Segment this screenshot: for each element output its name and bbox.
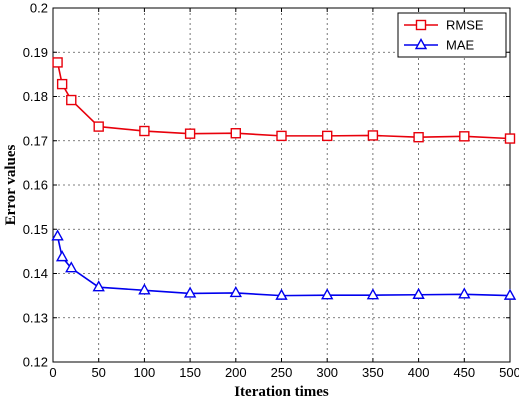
data-point-rmse bbox=[56, 78, 68, 90]
x-tick-label: 400 bbox=[408, 365, 430, 380]
x-tick-label: 150 bbox=[179, 365, 201, 380]
x-tick-label: 100 bbox=[134, 365, 156, 380]
y-tick-label: 0.2 bbox=[30, 1, 48, 16]
x-tick-label: 450 bbox=[453, 365, 475, 380]
x-tick-label: 200 bbox=[225, 365, 247, 380]
y-axis-title: Error values bbox=[3, 144, 19, 225]
y-tick-label: 0.19 bbox=[23, 45, 48, 60]
legend-marker-mae bbox=[414, 38, 428, 50]
data-point-mae bbox=[275, 288, 288, 300]
data-point-mae bbox=[412, 287, 425, 299]
x-tick-label: 500 bbox=[499, 365, 519, 380]
legend-label-rmse: RMSE bbox=[446, 18, 484, 33]
data-point-mae bbox=[458, 287, 471, 299]
data-point-rmse bbox=[93, 121, 104, 132]
data-point-rmse bbox=[66, 94, 77, 106]
data-point-rmse bbox=[322, 130, 333, 142]
data-point-rmse bbox=[459, 131, 470, 142]
x-tick-label: 250 bbox=[271, 365, 293, 380]
data-point-mae bbox=[55, 250, 69, 262]
legend: RMSE MAE bbox=[397, 12, 507, 58]
series-rmse bbox=[52, 57, 516, 144]
data-point-mae bbox=[229, 286, 242, 298]
data-point-rmse bbox=[367, 130, 379, 141]
series-mae bbox=[51, 229, 517, 300]
x-tick-label: 50 bbox=[91, 365, 105, 380]
series-line-mae bbox=[56, 236, 511, 297]
x-tick-label: 300 bbox=[316, 365, 338, 380]
y-tick-label: 0.15 bbox=[23, 222, 48, 237]
series-line-rmse bbox=[56, 62, 511, 140]
legend-label-mae: MAE bbox=[446, 38, 475, 53]
data-point-rmse bbox=[413, 132, 424, 143]
data-point-rmse bbox=[230, 128, 242, 139]
y-tick-label: 0.14 bbox=[23, 266, 48, 281]
y-tick-label: 0.12 bbox=[23, 355, 48, 370]
y-tick-label: 0.13 bbox=[23, 310, 48, 325]
x-tick-label: 350 bbox=[362, 365, 384, 380]
data-point-rmse bbox=[139, 125, 150, 137]
data-point-rmse bbox=[504, 133, 516, 144]
data-point-mae bbox=[183, 286, 197, 298]
y-tick-label: 0.17 bbox=[23, 133, 48, 148]
data-point-mae bbox=[92, 280, 105, 292]
data-point-mae bbox=[65, 261, 78, 273]
data-point-mae bbox=[503, 288, 517, 300]
series-layer bbox=[51, 57, 517, 300]
x-tick-label: 0 bbox=[49, 365, 56, 380]
y-tick-label: 0.16 bbox=[23, 178, 48, 193]
data-point-mae bbox=[138, 283, 151, 295]
grid bbox=[53, 8, 510, 362]
axis-ticks: 0 50 100 150 200 250 300 350 400 450 500 0.12 0.13 0.… bbox=[23, 1, 519, 381]
x-axis-title: Iteration times bbox=[234, 384, 329, 400]
data-point-mae bbox=[321, 288, 334, 300]
data-point-mae bbox=[366, 288, 380, 300]
data-point-rmse bbox=[52, 57, 63, 68]
data-point-mae bbox=[51, 229, 64, 241]
data-point-rmse bbox=[276, 130, 287, 142]
y-tick-label: 0.18 bbox=[23, 89, 48, 104]
data-point-rmse bbox=[184, 128, 196, 139]
legend-marker-rmse bbox=[415, 19, 427, 31]
